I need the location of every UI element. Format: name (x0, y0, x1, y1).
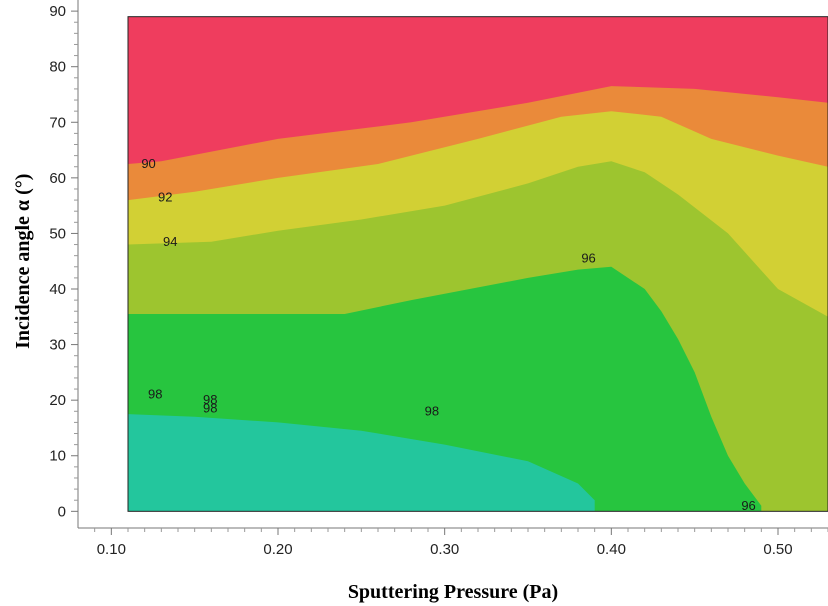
plot-frame (127, 16, 828, 512)
y-tick-label: 60 (49, 170, 66, 187)
contour-label: 98 (148, 387, 162, 402)
contour-regions (128, 16, 828, 512)
contour-label: 92 (158, 189, 172, 204)
region-above-98 (128, 414, 595, 512)
y-tick-label: 0 (58, 503, 66, 520)
y-tick-label: 70 (49, 114, 66, 131)
y-tick-label: 30 (49, 337, 66, 354)
contour-label: 96 (741, 498, 755, 513)
y-axis-title: Incidence angle α (°) (12, 174, 34, 349)
x-axis-ticks: 0.10 0.20 0.30 0.40 0.50 (94, 528, 828, 558)
x-tick-label: 0.30 (430, 541, 459, 558)
contour-label: 90 (141, 156, 155, 171)
x-tick-label: 0.20 (263, 541, 292, 558)
contour-label: 98 (203, 392, 217, 407)
y-tick-label: 20 (49, 392, 66, 409)
contour-label: 98 (203, 401, 217, 416)
y-axis-ticks: 0 10 20 30 40 50 60 70 80 90 (49, 3, 78, 520)
y-tick-label: 80 (49, 59, 66, 76)
y-tick-label: 40 (49, 281, 66, 298)
x-axis-title: Sputtering Pressure (Pa) (348, 581, 558, 603)
contour-label: 96 (581, 250, 595, 265)
axes: 0.10 0.20 0.30 0.40 0.50 0 10 20 30 40 50 60 70 80 90 (49, 0, 828, 558)
contour-label: 94 (163, 234, 177, 249)
x-tick-label: 0.50 (763, 541, 792, 558)
y-tick-label: 50 (49, 225, 66, 242)
y-tick-label: 10 (49, 448, 66, 465)
x-tick-label: 0.40 (597, 541, 626, 558)
x-tick-label: 0.10 (97, 541, 126, 558)
y-tick-label: 90 (49, 3, 66, 20)
contour-label: 98 (425, 403, 439, 418)
